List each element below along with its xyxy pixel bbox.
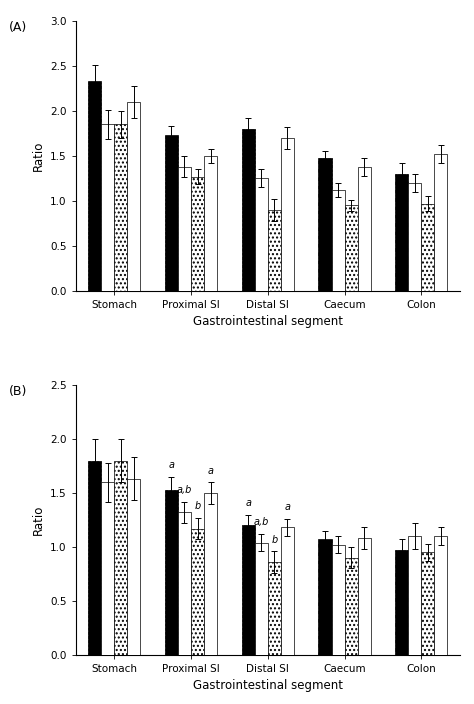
Text: a: a [208, 465, 214, 476]
Bar [178, 513, 191, 655]
Bar [435, 536, 447, 655]
Bar [101, 125, 114, 291]
X-axis label: Gastrointestinal segment: Gastrointestinal segment [193, 315, 343, 328]
Bar [204, 156, 217, 291]
Bar [395, 174, 408, 291]
Y-axis label: Ratio: Ratio [32, 505, 45, 535]
Y-axis label: Ratio: Ratio [32, 141, 45, 171]
Bar [191, 529, 204, 655]
Bar [88, 460, 101, 655]
Bar [101, 482, 114, 655]
Bar [319, 539, 331, 655]
Text: a: a [245, 498, 251, 508]
Bar [281, 138, 294, 291]
Bar [421, 552, 435, 655]
Bar [435, 154, 447, 291]
Bar [191, 177, 204, 291]
Text: a,b: a,b [177, 485, 192, 495]
Bar [268, 562, 281, 655]
Bar [128, 102, 140, 291]
Bar [408, 183, 421, 291]
Bar [128, 479, 140, 655]
Text: a,b: a,b [254, 517, 269, 527]
X-axis label: Gastrointestinal segment: Gastrointestinal segment [193, 679, 343, 692]
Text: b: b [194, 501, 201, 511]
Bar [255, 543, 268, 655]
Bar [331, 190, 345, 291]
Bar [165, 135, 178, 291]
Bar [88, 82, 101, 291]
Text: a: a [168, 460, 174, 470]
Text: a: a [284, 503, 291, 513]
Bar [408, 536, 421, 655]
Bar [331, 545, 345, 655]
Bar [114, 125, 128, 291]
Bar [358, 167, 371, 291]
Bar [281, 527, 294, 655]
Text: (A): (A) [9, 21, 27, 34]
Bar [242, 525, 255, 655]
Bar [395, 550, 408, 655]
Bar [165, 490, 178, 655]
Bar [268, 210, 281, 291]
Bar [345, 206, 358, 291]
Bar [421, 203, 435, 291]
Bar [345, 558, 358, 655]
Bar [255, 178, 268, 291]
Bar [358, 539, 371, 655]
Bar [319, 158, 331, 291]
Text: b: b [271, 535, 277, 545]
Bar [114, 460, 128, 655]
Bar [204, 493, 217, 655]
Bar [178, 167, 191, 291]
Text: (B): (B) [9, 385, 27, 398]
Bar [242, 129, 255, 291]
